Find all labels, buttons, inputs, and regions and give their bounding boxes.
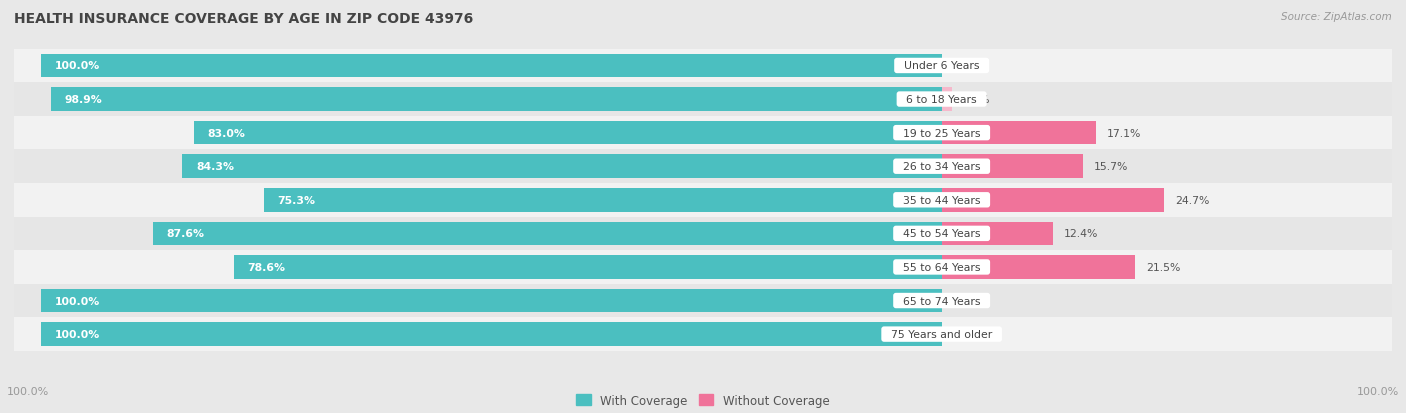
Text: Source: ZipAtlas.com: Source: ZipAtlas.com (1281, 12, 1392, 22)
Bar (942, 256, 1135, 279)
Text: 100.0%: 100.0% (1357, 387, 1399, 396)
Text: HEALTH INSURANCE COVERAGE BY AGE IN ZIP CODE 43976: HEALTH INSURANCE COVERAGE BY AGE IN ZIP … (14, 12, 474, 26)
Bar (183, 155, 942, 178)
Legend: With Coverage, Without Coverage: With Coverage, Without Coverage (572, 389, 834, 411)
Text: 75.3%: 75.3% (277, 195, 315, 205)
Text: 21.5%: 21.5% (1146, 262, 1181, 272)
Text: 26 to 34 Years: 26 to 34 Years (896, 162, 987, 172)
Text: Under 6 Years: Under 6 Years (897, 61, 987, 71)
Text: 15.7%: 15.7% (1094, 162, 1128, 172)
Text: 100.0%: 100.0% (55, 296, 100, 306)
Text: 87.6%: 87.6% (166, 229, 204, 239)
Text: 100.0%: 100.0% (55, 329, 100, 339)
Bar (41, 289, 942, 313)
Bar (942, 155, 1083, 178)
Text: 6 to 18 Years: 6 to 18 Years (900, 95, 984, 105)
Bar (14, 318, 1392, 351)
Text: 65 to 74 Years: 65 to 74 Years (896, 296, 987, 306)
Text: 78.6%: 78.6% (247, 262, 285, 272)
Text: 0.0%: 0.0% (952, 61, 980, 71)
Bar (263, 189, 942, 212)
Text: 24.7%: 24.7% (1175, 195, 1209, 205)
Text: 100.0%: 100.0% (55, 61, 100, 71)
Text: 0.0%: 0.0% (952, 296, 980, 306)
Text: 12.4%: 12.4% (1064, 229, 1098, 239)
Bar (14, 150, 1392, 183)
Text: 17.1%: 17.1% (1107, 128, 1140, 138)
Bar (233, 256, 942, 279)
Text: 35 to 44 Years: 35 to 44 Years (896, 195, 987, 205)
Bar (153, 222, 942, 245)
Bar (194, 121, 942, 145)
Bar (14, 217, 1392, 251)
Text: 75 Years and older: 75 Years and older (884, 329, 1000, 339)
Bar (14, 83, 1392, 116)
Text: 55 to 64 Years: 55 to 64 Years (896, 262, 987, 272)
Bar (14, 116, 1392, 150)
Text: 100.0%: 100.0% (7, 387, 49, 396)
Bar (14, 284, 1392, 318)
Bar (41, 55, 942, 78)
Text: 0.0%: 0.0% (952, 329, 980, 339)
Bar (942, 88, 952, 112)
Bar (942, 121, 1095, 145)
Bar (14, 251, 1392, 284)
Bar (942, 222, 1053, 245)
Bar (14, 50, 1392, 83)
Text: 19 to 25 Years: 19 to 25 Years (896, 128, 987, 138)
Bar (41, 323, 942, 346)
Text: 1.1%: 1.1% (962, 95, 990, 105)
Bar (14, 183, 1392, 217)
Text: 98.9%: 98.9% (65, 95, 103, 105)
Bar (942, 189, 1164, 212)
Text: 45 to 54 Years: 45 to 54 Years (896, 229, 987, 239)
Text: 84.3%: 84.3% (195, 162, 233, 172)
Bar (51, 88, 942, 112)
Text: 83.0%: 83.0% (208, 128, 246, 138)
